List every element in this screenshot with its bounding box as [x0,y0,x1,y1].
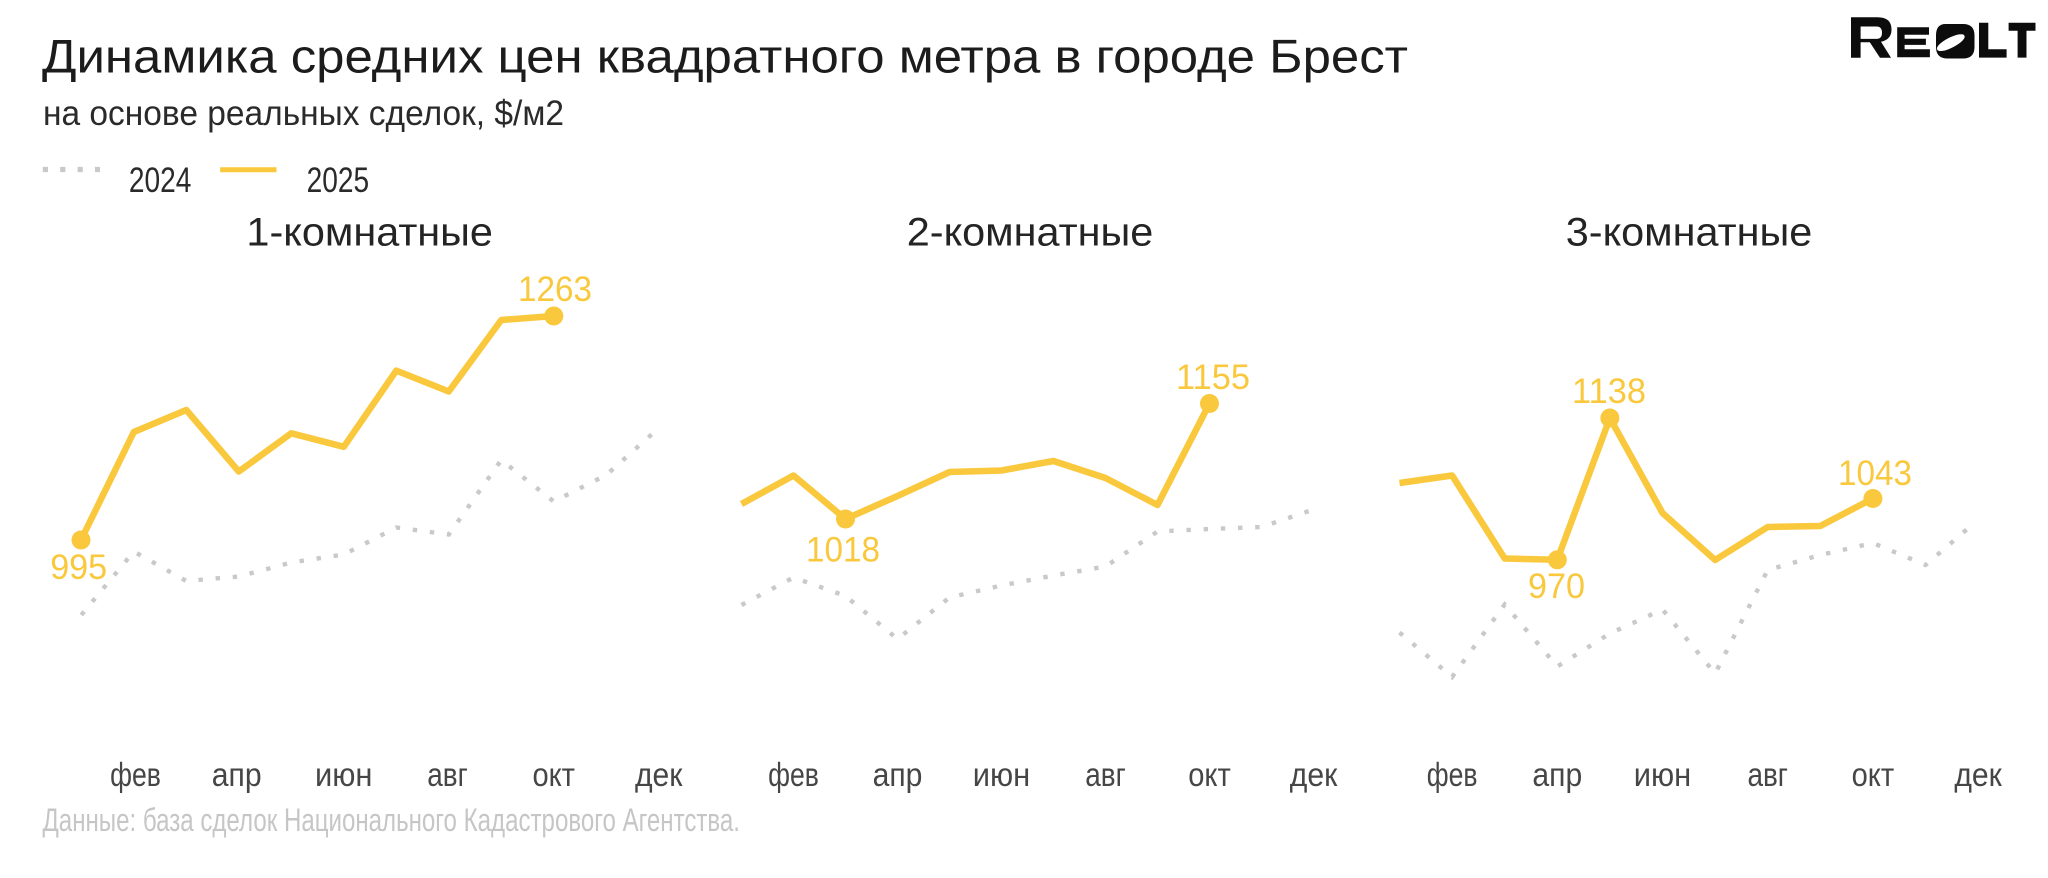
svg-text:фев: фев [110,756,161,793]
svg-text:июн: июн [315,756,373,793]
svg-text:дек: дек [1954,756,2002,793]
svg-text:апр: апр [212,756,262,793]
svg-text:995: 995 [50,547,107,587]
svg-text:апр: апр [1532,756,1582,793]
svg-text:дек: дек [1290,756,1338,793]
svg-text:фев: фев [768,756,819,793]
svg-text:окт: окт [532,756,575,793]
svg-text:1043: 1043 [1838,453,1912,493]
svg-text:1018: 1018 [806,530,880,570]
svg-text:июн: июн [973,756,1031,793]
svg-text:970: 970 [1528,566,1585,606]
svg-text:1-комнатные: 1-комнатные [246,210,493,254]
svg-text:2-комнатные: 2-комнатные [907,210,1154,254]
svg-text:фев: фев [1427,756,1478,793]
svg-text:июн: июн [1634,756,1692,793]
svg-text:Данные: база сделок Национальн: Данные: база сделок Национального Кадаст… [43,802,741,838]
svg-text:1155: 1155 [1176,357,1250,397]
svg-text:3-комнатные: 3-комнатные [1566,210,1813,254]
svg-text:2024: 2024 [129,161,192,200]
svg-text:1263: 1263 [518,269,592,309]
svg-text:2025: 2025 [307,161,370,200]
svg-text:Динамика средних цен квадратно: Динамика средних цен квадратного метра в… [42,29,1408,82]
svg-text:авг: авг [1085,756,1126,793]
svg-text:на основе реальных сделок, $/м: на основе реальных сделок, $/м2 [43,94,564,133]
svg-text:дек: дек [635,756,683,793]
svg-text:авг: авг [1747,756,1788,793]
svg-text:окт: окт [1188,756,1231,793]
svg-text:1138: 1138 [1572,371,1646,411]
svg-text:авг: авг [427,756,468,793]
svg-text:окт: окт [1852,756,1895,793]
svg-text:апр: апр [873,756,923,793]
